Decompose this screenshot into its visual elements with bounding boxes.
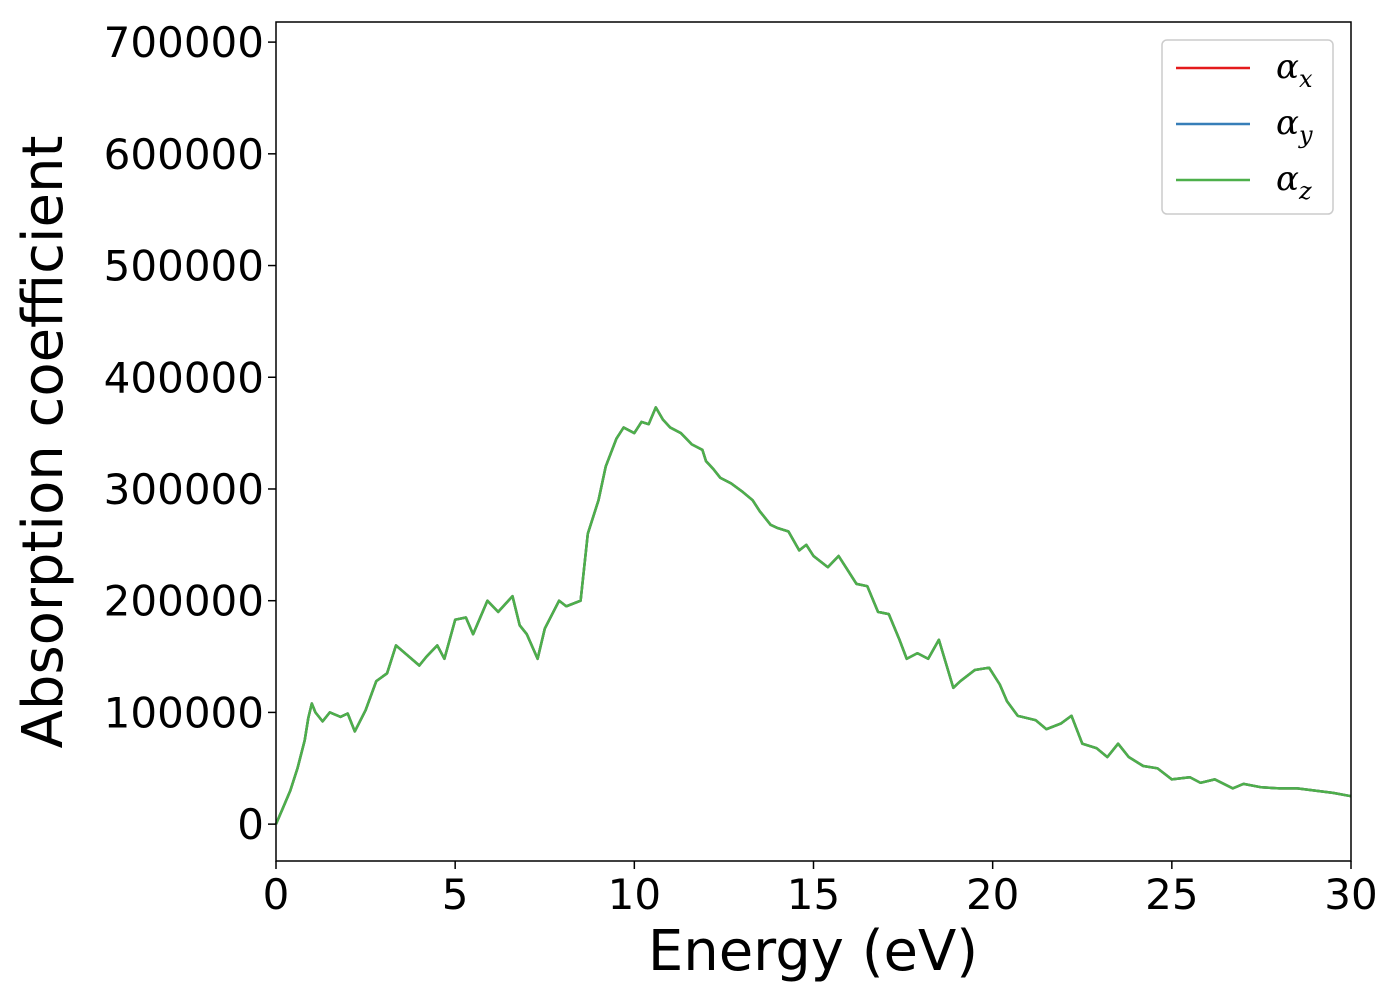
series-layer (274, 406, 1352, 825)
y-axis-title: Absorption coefficient (11, 136, 76, 749)
x-axis: 0 5 10 15 20 25 30 (263, 861, 1378, 919)
y-tick-label: 400000 (104, 353, 264, 402)
y-tick-label: 500000 (104, 242, 264, 291)
legend-label-alpha-x: αx (1276, 47, 1313, 93)
y-tick-label: 100000 (104, 688, 264, 737)
x-tick-label: 0 (263, 870, 290, 919)
x-axis-title: Energy (eV) (648, 919, 978, 984)
y-tick-label: 0 (237, 800, 264, 849)
legend-label-alpha-z: αz (1276, 159, 1312, 205)
series-line-alpha-z (274, 406, 1352, 825)
x-tick-label: 25 (1145, 870, 1198, 919)
y-tick-label: 200000 (104, 577, 264, 626)
x-tick-label: 20 (966, 870, 1019, 919)
legend-box (1161, 39, 1334, 215)
x-tick-label: 15 (787, 870, 840, 919)
y-tick-label: 700000 (104, 18, 264, 67)
y-axis: 0 100000 200000 300000 400000 500000 600000 700… (104, 18, 276, 849)
y-tick-label: 600000 (104, 130, 264, 179)
x-tick-label: 10 (608, 870, 661, 919)
y-tick-label: 300000 (104, 465, 264, 514)
legend-label-alpha-y: αy (1276, 103, 1313, 149)
legend: αx αy αz (1161, 39, 1334, 215)
x-tick-label: 5 (442, 870, 469, 919)
x-tick-label: 30 (1324, 870, 1377, 919)
